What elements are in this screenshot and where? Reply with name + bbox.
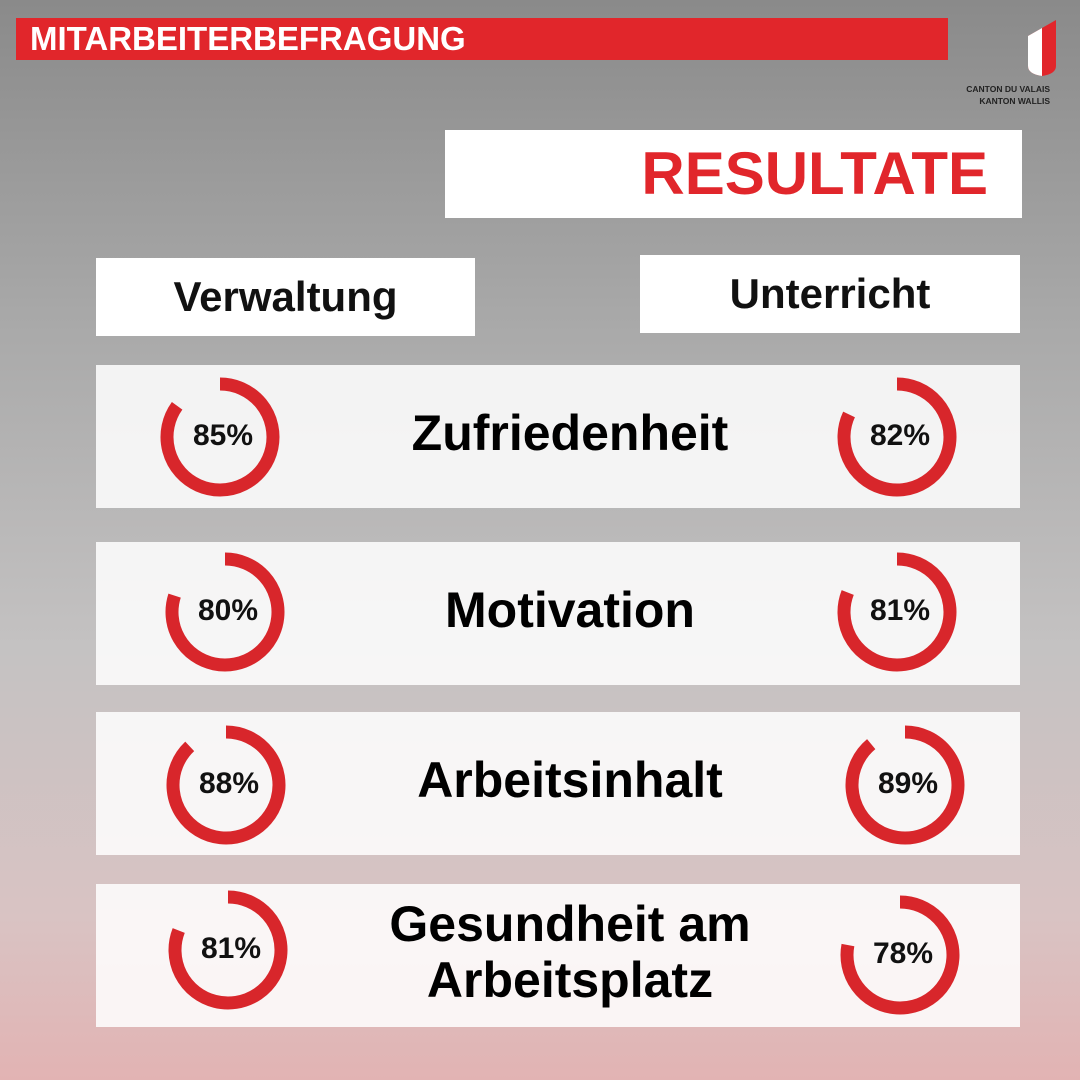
header-title: MITARBEITERBEFRAGUNG — [30, 20, 466, 57]
logo — [1028, 20, 1056, 76]
gauge-arc — [837, 552, 957, 672]
topic: Gesundheit am Arbeitsplatz — [389, 895, 751, 1008]
gauge-arc — [165, 552, 285, 672]
topic: Arbeitsinhalt — [417, 751, 723, 808]
gauge-label: 82% — [870, 419, 930, 452]
gauge-label: 78% — [873, 937, 933, 970]
gauge-label: 88% — [199, 767, 259, 800]
gauge-label: 81% — [870, 594, 930, 627]
column-header: Unterricht — [640, 255, 1020, 333]
gauge-label: 85% — [193, 419, 253, 452]
header-bar: MITARBEITERBEFRAGUNG — [16, 18, 948, 60]
topic: Zufriedenheit — [411, 404, 729, 461]
gauge-label: 81% — [201, 932, 261, 965]
gauge-arc — [166, 725, 286, 845]
gauge-arc — [837, 377, 957, 497]
logo-text: CANTON DU VALAIS — [966, 84, 1050, 94]
logo-text: KANTON WALLIS — [979, 96, 1050, 106]
topic: Motivation — [445, 581, 695, 638]
gauge-arc — [160, 377, 280, 497]
gauge-arc — [840, 895, 960, 1015]
heading-box: RESULTATE — [445, 130, 1022, 218]
heading: RESULTATE — [641, 140, 988, 207]
gauge-label: 89% — [878, 767, 938, 800]
column-header: Verwaltung — [96, 258, 475, 336]
gauge-label: 80% — [198, 594, 258, 627]
gauge-arc — [845, 725, 965, 845]
gauge-arc — [168, 890, 288, 1010]
